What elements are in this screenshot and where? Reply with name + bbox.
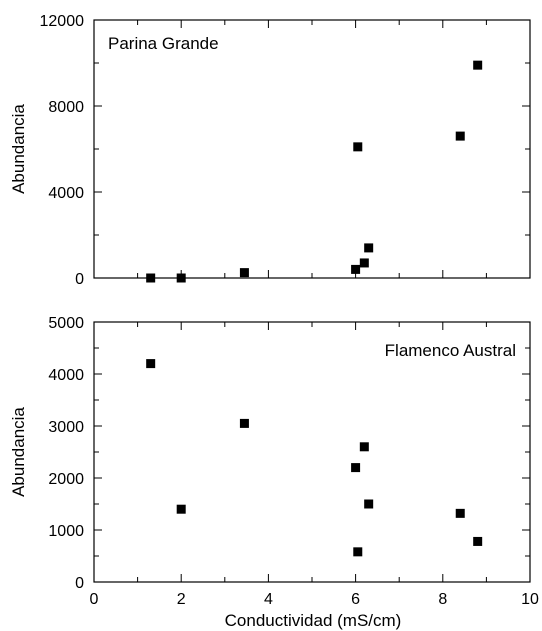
- y-tick-label: 3000: [48, 419, 84, 436]
- data-point: [176, 504, 186, 514]
- x-tick-label: 10: [521, 591, 539, 608]
- data-point: [473, 536, 483, 546]
- data-point: [146, 359, 156, 369]
- x-tick-label: 8: [438, 591, 447, 608]
- y-tick-label: 12000: [40, 13, 85, 30]
- data-point: [351, 463, 361, 473]
- data-point: [176, 273, 186, 283]
- data-point: [353, 547, 363, 557]
- panel-title: Parina Grande: [108, 34, 219, 53]
- y-tick-label: 4000: [48, 185, 84, 202]
- panel-title: Flamenco Austral: [385, 341, 516, 360]
- y-axis-label: Abundancia: [9, 407, 28, 497]
- data-point: [455, 131, 465, 141]
- data-point: [239, 268, 249, 278]
- y-tick-label: 4000: [48, 367, 84, 384]
- panel-flamenco-austral: 0 1000 2000 3000 4000 5000 0 2 4 6 8 10 Abundancia Fl…: [9, 315, 539, 608]
- data-point: [364, 243, 374, 253]
- data-point: [146, 273, 156, 283]
- y-tick-label: 0: [75, 271, 84, 288]
- x-axis-label: Conductividad (mS/cm): [225, 611, 402, 630]
- plot-frame: [93, 321, 531, 583]
- x-tick-label: 6: [351, 591, 360, 608]
- data-point: [351, 264, 361, 274]
- plot-frame: [93, 19, 531, 279]
- data-point: [364, 499, 374, 509]
- data-point: [359, 442, 369, 452]
- data-point: [455, 508, 465, 518]
- data-point: [239, 418, 249, 428]
- x-tick-label: 4: [264, 591, 273, 608]
- data-point: [353, 142, 363, 152]
- data-point: [359, 258, 369, 268]
- panel-parina-grande: 0 4000 8000 12000 Abundancia Parina Grande: [9, 13, 531, 288]
- y-tick-label: 0: [75, 575, 84, 592]
- y-axis-label: Abundancia: [9, 104, 28, 194]
- y-tick-label: 8000: [48, 99, 84, 116]
- x-tick-label: 2: [177, 591, 186, 608]
- y-tick-label: 5000: [48, 315, 84, 332]
- y-tick-label: 2000: [48, 471, 84, 488]
- x-tick-label: 0: [90, 591, 99, 608]
- y-tick-label: 1000: [48, 523, 84, 540]
- data-point: [473, 60, 483, 70]
